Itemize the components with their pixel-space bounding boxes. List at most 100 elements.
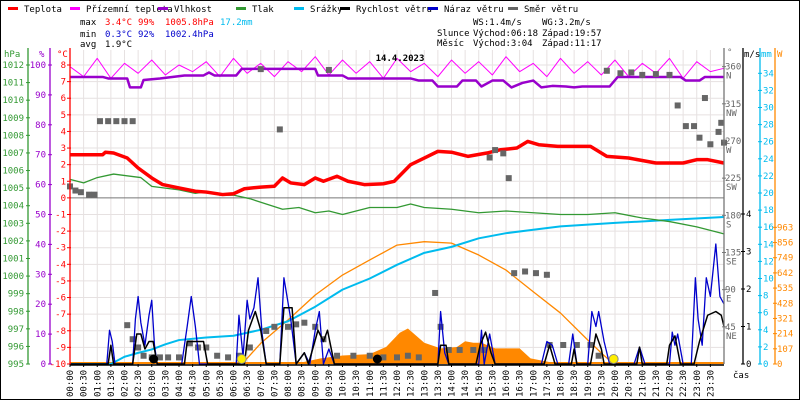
- wind-direction-point: [437, 323, 444, 330]
- pressure-tick-label: 1006: [2, 167, 24, 177]
- legend-label: Srážky: [310, 5, 343, 15]
- apparent-temperature-line: [69, 56, 725, 79]
- time-label: 17:00: [529, 370, 539, 397]
- wind-speed-tick-label: 0: [746, 360, 751, 370]
- rain-tick-label: 6: [763, 309, 768, 319]
- rain-tick-label: 34: [763, 69, 774, 79]
- wind-direction-tick-label: 315: [725, 100, 741, 110]
- temperature-tick-label: -7: [55, 310, 66, 320]
- compass-label: NE: [726, 332, 737, 342]
- wind-direction-point: [573, 342, 580, 349]
- compass-label: W: [726, 146, 732, 156]
- wind-speed-tick-label: 2: [746, 285, 751, 295]
- solar-tick-label: 321: [777, 314, 793, 324]
- stat-moon-label: Měsíc: [437, 39, 464, 49]
- wind-direction-unit: °: [727, 48, 732, 58]
- wind-direction-point: [91, 191, 98, 198]
- time-label: 17:30: [543, 370, 553, 397]
- time-label: 23:00: [693, 370, 703, 397]
- compass-label: NW: [726, 109, 737, 119]
- time-label: 09:00: [311, 370, 321, 397]
- wind-direction-point: [691, 123, 698, 130]
- wind-direction-point: [271, 323, 278, 330]
- wind-direction-point: [492, 147, 499, 154]
- legend-label: Přízemní teplota: [86, 5, 173, 15]
- wind-direction-point: [325, 66, 332, 73]
- wind-direction-point: [380, 354, 387, 361]
- pressure-tick-label: 996: [8, 342, 24, 352]
- wind-direction-point: [674, 102, 681, 109]
- time-label: 16:00: [502, 370, 512, 397]
- stat-min-temp: 0.3°C: [105, 30, 132, 40]
- temperature-unit: °C: [57, 50, 68, 60]
- wind-direction-point: [432, 289, 439, 296]
- wind-direction-point: [500, 150, 507, 157]
- stat-rain: 17.2mm: [220, 18, 253, 28]
- time-label: 12:00: [393, 370, 403, 397]
- pressure-tick-label: 999: [8, 290, 24, 300]
- stat-sunset: Západ:19:57: [542, 29, 602, 39]
- time-label: 15:30: [488, 370, 498, 397]
- time-label: 10:00: [339, 370, 349, 397]
- wind-direction-point: [652, 71, 659, 78]
- time-label: 13:00: [420, 370, 430, 397]
- x-axis-label: čas: [733, 370, 749, 381]
- legend-label: Vlhkost: [174, 5, 212, 15]
- compass-label: SE: [726, 257, 737, 267]
- wind-direction-point: [456, 346, 463, 353]
- wind-direction-point: [617, 70, 624, 77]
- wind-direction-point: [715, 128, 722, 135]
- time-label: 11:30: [379, 370, 389, 397]
- wind-direction-point: [682, 123, 689, 130]
- time-label: 05:30: [216, 370, 226, 397]
- wind-direction-point: [696, 134, 703, 141]
- time-label: 23:30: [706, 370, 716, 397]
- solar-tick-label: 642: [777, 269, 793, 279]
- rain-tick-label: 2: [763, 343, 768, 353]
- legend-label: Směr větru: [524, 5, 578, 15]
- wind-direction-point: [718, 119, 725, 126]
- temperature-tick-label: 5: [61, 111, 66, 121]
- legend-label: Teplota: [24, 5, 62, 15]
- pressure-tick-label: 1010: [2, 96, 24, 106]
- time-label: 01:30: [107, 370, 117, 397]
- wind-direction-tick-label: 90: [725, 286, 736, 296]
- time-label: 14:30: [461, 370, 471, 397]
- wind-direction-point: [334, 352, 341, 359]
- rain-tick-label: 28: [763, 121, 774, 131]
- wind-direction-point: [176, 354, 182, 361]
- wind-direction-tick-label: 270: [725, 137, 741, 147]
- wind-direction-point: [77, 189, 84, 196]
- solar-tick-label: 963: [777, 223, 793, 233]
- wind-direction-point: [140, 352, 147, 359]
- time-label: 02:00: [121, 370, 131, 397]
- time-label: 08:00: [284, 370, 294, 397]
- temperature-tick-label: -9: [55, 343, 66, 353]
- wind-direction-point: [666, 71, 673, 78]
- pressure-tick-label: 995: [8, 360, 24, 370]
- rain-unit: mm: [761, 50, 772, 60]
- wind-direction-point: [366, 352, 373, 359]
- wind-direction-point: [96, 118, 103, 125]
- humidity-tick-label: 40: [35, 240, 46, 250]
- humidity-tick-label: 50: [35, 211, 46, 221]
- wind-direction-point: [486, 154, 493, 161]
- wind-direction-point: [293, 321, 300, 328]
- wind-direction-point: [394, 354, 400, 361]
- rain-tick-label: 12: [763, 257, 774, 267]
- stat-sunrise: Východ:06:18: [473, 29, 538, 39]
- pressure-tick-label: 1007: [2, 149, 24, 159]
- rain-tick-label: 22: [763, 172, 774, 182]
- time-label: 04:00: [175, 370, 185, 397]
- wind-direction-point: [603, 67, 610, 74]
- wind-direction-tick-label: 45: [725, 323, 736, 333]
- rain-tick-label: 16: [763, 223, 774, 233]
- legend-swatch: [508, 7, 518, 10]
- pressure-tick-label: 1000: [2, 272, 24, 282]
- rain-tick-label: 8: [763, 292, 768, 302]
- pressure-tick-label: 1009: [2, 114, 24, 124]
- humidity-tick-label: 20: [35, 300, 46, 310]
- wind-direction-point: [481, 346, 488, 353]
- stat-moonset: Západ:11:17: [542, 39, 602, 49]
- stat-min-press: 1002.4hPa: [165, 30, 214, 40]
